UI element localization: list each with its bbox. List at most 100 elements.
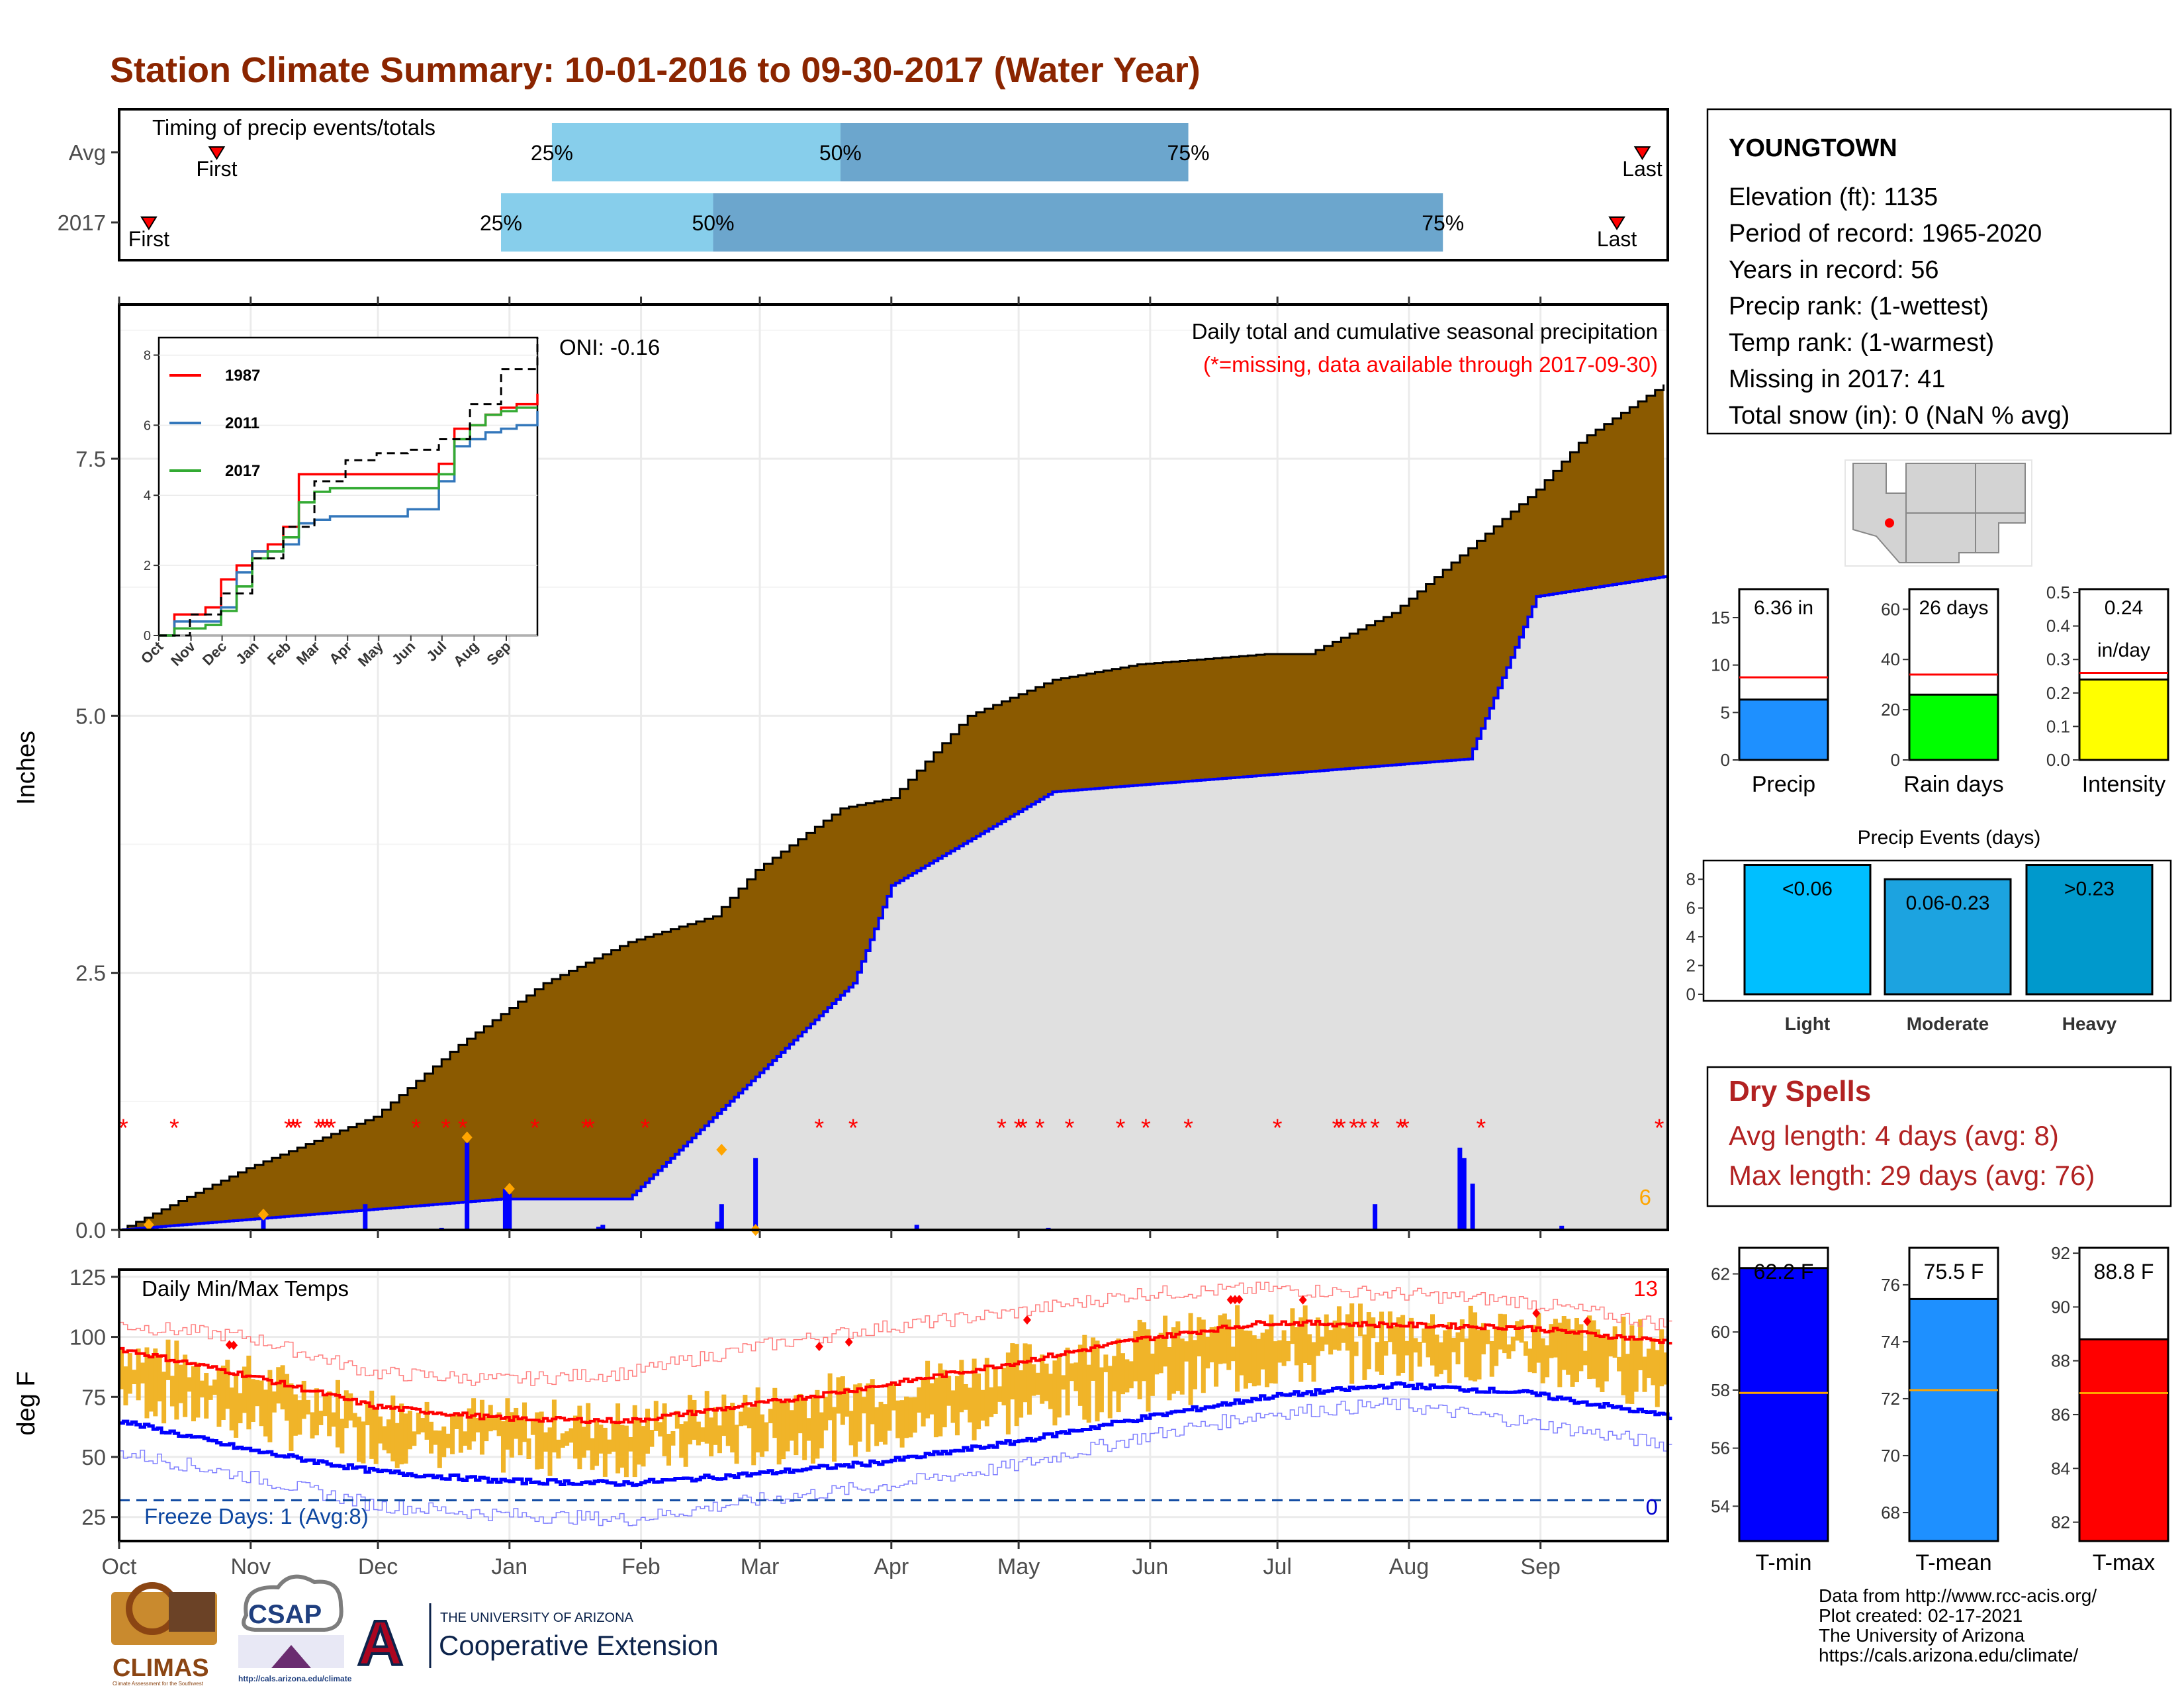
- daily-temp-range: [1226, 1319, 1232, 1370]
- daily-temp-range: [280, 1365, 285, 1410]
- month-label: Oct: [102, 1554, 137, 1579]
- precip-ylabel: Inches: [13, 731, 40, 805]
- record-high-marker: [844, 1337, 853, 1347]
- daily-temp-range: [539, 1411, 544, 1469]
- last-event-marker: [1608, 216, 1625, 230]
- mini-bar-value: [1908, 693, 1999, 761]
- daily-precip-bar: [715, 1221, 720, 1230]
- daily-temp-range: [1596, 1329, 1601, 1387]
- daily-temp-range: [785, 1400, 790, 1452]
- precip-subtitle: Daily total and cumulative seasonal prec…: [1192, 319, 1658, 344]
- station-info-line: Years in record: 56: [1729, 256, 1939, 284]
- daily-temp-range: [1443, 1330, 1448, 1370]
- missing-day-mark: *: [322, 1115, 332, 1143]
- daily-temp-range: [768, 1409, 773, 1424]
- dry-spells-box: Dry Spells Avg length: 4 days (avg: 8) M…: [1706, 1066, 2172, 1207]
- daily-temp-range: [267, 1370, 273, 1442]
- daily-temp-range: [340, 1419, 345, 1454]
- daily-temp-range: [1510, 1336, 1516, 1352]
- daily-temp-range: [1040, 1354, 1045, 1404]
- daily-temp-range: [989, 1387, 994, 1417]
- daily-temp-range: [1107, 1366, 1113, 1419]
- daily-temp-range: [1629, 1325, 1635, 1404]
- daily-temp-range: [1663, 1352, 1668, 1385]
- station-info-line: Elevation (ft): 1135: [1729, 183, 1938, 211]
- daily-temp-range: [1311, 1342, 1316, 1382]
- timing-row-label: 2017: [58, 211, 106, 235]
- daily-temp-range: [204, 1373, 209, 1419]
- temp-bar-value: [1908, 1297, 1999, 1542]
- ua-logo: A THE UNIVERSITY OF ARIZONA Cooperative …: [356, 1603, 719, 1680]
- daily-temp-range: [1561, 1316, 1567, 1370]
- daily-temp-range: [696, 1421, 701, 1446]
- daily-temp-range: [997, 1386, 1003, 1402]
- daily-temp-range: [496, 1412, 502, 1436]
- daily-temp-range: [492, 1415, 498, 1430]
- daily-temp-range: [343, 1390, 349, 1429]
- climas-subline: Climate Assessment for the Southwest: [113, 1681, 204, 1687]
- daily-temp-range: [1269, 1314, 1274, 1383]
- daily-temp-range: [874, 1407, 880, 1446]
- mini-bar-value: [2078, 679, 2169, 761]
- daily-temp-range: [674, 1411, 680, 1429]
- daily-temp-range: [772, 1387, 778, 1438]
- temp-panel: 25 50 75 100 125 Oct Nov Dec Jan Feb Mar Apr May Jun…: [13, 1265, 1672, 1579]
- temp-ylabel: deg F: [13, 1371, 40, 1435]
- daily-temp-range: [581, 1427, 586, 1458]
- inset-ytick-label: 4: [144, 489, 151, 503]
- inset-series-2017: [159, 406, 537, 637]
- timing-panel: Timing of precip events/totals 25% 50% 75%…: [58, 108, 1669, 261]
- mini-bar-category-label: Intensity: [2082, 772, 2166, 797]
- events-ytick-label: 4: [1686, 927, 1696, 947]
- daily-temp-range: [505, 1398, 510, 1450]
- daily-temp-range: [565, 1431, 570, 1446]
- daily-temp-range: [683, 1421, 688, 1467]
- daily-temp-range: [607, 1439, 612, 1454]
- daily-precip-bar: [719, 1204, 724, 1230]
- daily-temp-range: [623, 1425, 629, 1477]
- footer-line: https://cals.arizona.edu/climate/: [1819, 1645, 2078, 1665]
- daily-temp-range: [891, 1382, 896, 1411]
- daily-temp-range: [416, 1413, 421, 1434]
- daily-temp-range: [208, 1385, 213, 1400]
- daily-temp-range: [1099, 1367, 1104, 1413]
- temp-bar-t-max: 82 84 86 88 90 92 88.8 F T-max: [2051, 1243, 2169, 1575]
- average-max-line: [119, 1319, 1672, 1425]
- missing-day-mark: *: [288, 1115, 298, 1143]
- average-min-line: [119, 1381, 1672, 1487]
- daily-temp-range: [734, 1425, 739, 1464]
- daily-temp-range: [1239, 1327, 1244, 1376]
- daily-temp-range: [1655, 1350, 1660, 1407]
- daily-temp-range: [1010, 1343, 1015, 1400]
- daily-temp-range: [335, 1380, 340, 1448]
- daily-temp-range: [199, 1380, 205, 1397]
- timing-label: Timing of precip events/totals: [152, 115, 435, 140]
- daily-temp-range: [445, 1433, 451, 1448]
- daily-temp-range: [836, 1377, 841, 1414]
- daily-temp-range: [725, 1407, 731, 1446]
- daily-temp-range: [721, 1394, 727, 1436]
- timing-bar-50-75: [713, 193, 1443, 252]
- daily-temp-range: [968, 1387, 973, 1423]
- precip-ytick-label: 7.5: [75, 447, 106, 471]
- daily-temp-range: [709, 1417, 714, 1457]
- record-high-marker: [1235, 1294, 1244, 1304]
- daily-temp-range: [950, 1390, 956, 1423]
- csap-logo: CSAP http://cals.arizona.edu/climate: [238, 1574, 352, 1683]
- daily-temp-range: [183, 1354, 188, 1417]
- daily-temp-range: [959, 1360, 964, 1413]
- daily-temp-range: [463, 1431, 468, 1446]
- daily-temp-range: [454, 1412, 459, 1429]
- daily-temp-range: [594, 1421, 600, 1466]
- missing-day-mark: *: [1655, 1115, 1664, 1143]
- inset-legend-label: 2011: [225, 414, 259, 432]
- missing-day-mark: *: [1116, 1115, 1126, 1143]
- daily-precip-bar: [502, 1188, 508, 1230]
- daily-temp-range: [751, 1407, 756, 1466]
- daily-temp-range: [161, 1372, 167, 1424]
- missing-day-mark: *: [326, 1115, 336, 1143]
- missing-day-mark: *: [1183, 1115, 1193, 1143]
- daily-temp-range: [861, 1397, 866, 1414]
- daily-temp-range: [1014, 1344, 1019, 1427]
